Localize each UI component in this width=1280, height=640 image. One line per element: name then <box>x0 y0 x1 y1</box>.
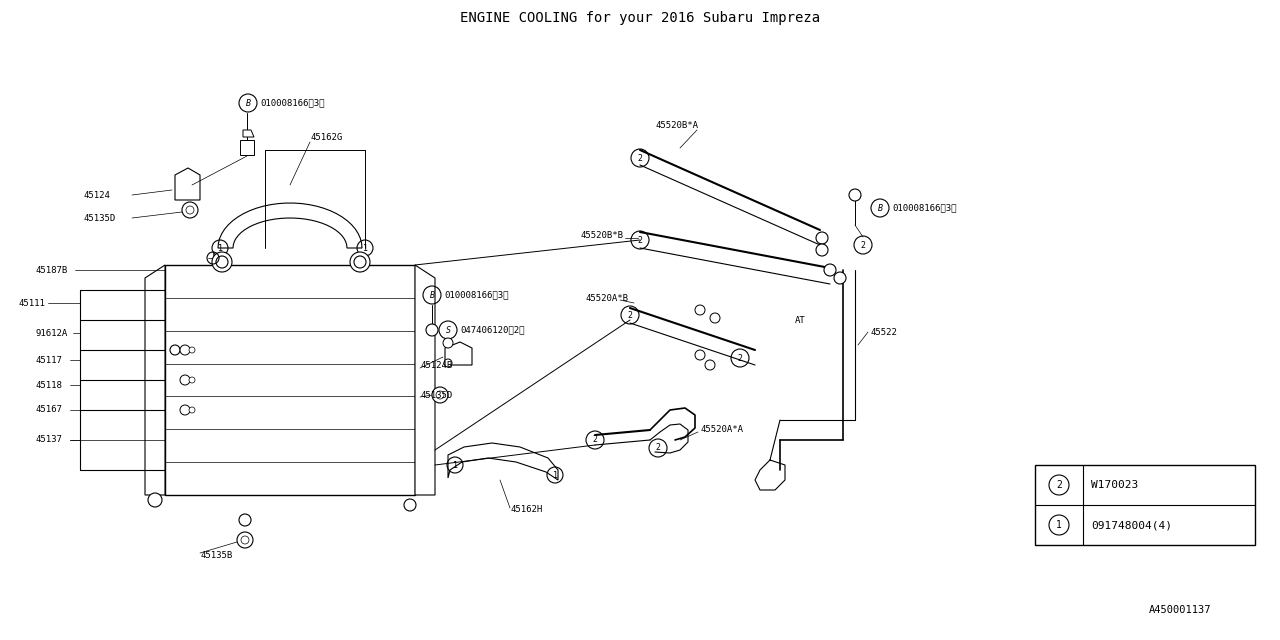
Text: 45522: 45522 <box>870 328 897 337</box>
Text: S: S <box>445 326 451 335</box>
Text: 45135D: 45135D <box>420 390 452 399</box>
Polygon shape <box>218 203 362 248</box>
Text: 45111: 45111 <box>18 298 45 307</box>
Text: 010008166（3）: 010008166（3） <box>260 99 325 108</box>
Text: 45135D: 45135D <box>83 214 115 223</box>
Text: B: B <box>878 204 882 212</box>
Polygon shape <box>175 168 200 200</box>
Text: 45118: 45118 <box>35 381 61 390</box>
Circle shape <box>710 313 721 323</box>
Circle shape <box>426 324 438 336</box>
Circle shape <box>180 405 189 415</box>
Circle shape <box>817 244 828 256</box>
Text: 2: 2 <box>860 241 865 250</box>
Text: AT: AT <box>795 316 805 324</box>
Text: 1: 1 <box>553 470 558 479</box>
Circle shape <box>355 256 366 268</box>
Text: 010008166（3）: 010008166（3） <box>444 291 508 300</box>
Circle shape <box>849 189 861 201</box>
Polygon shape <box>445 342 472 365</box>
Polygon shape <box>415 265 435 495</box>
Text: 2: 2 <box>1056 480 1062 490</box>
Text: 45167: 45167 <box>35 406 61 415</box>
Circle shape <box>824 264 836 276</box>
Circle shape <box>237 532 253 548</box>
Text: 45117: 45117 <box>35 355 61 365</box>
Text: 1: 1 <box>218 243 223 253</box>
Circle shape <box>443 338 453 348</box>
Circle shape <box>170 345 180 355</box>
Polygon shape <box>448 443 558 480</box>
Circle shape <box>186 206 195 214</box>
Circle shape <box>182 202 198 218</box>
Circle shape <box>404 499 416 511</box>
Text: 2: 2 <box>655 444 660 452</box>
Text: 091748004(4): 091748004(4) <box>1091 520 1172 530</box>
Text: 1: 1 <box>362 243 367 253</box>
Text: 45520A*B: 45520A*B <box>585 294 628 303</box>
Text: B: B <box>246 99 251 108</box>
Circle shape <box>835 272 846 284</box>
Text: 1: 1 <box>1056 520 1062 530</box>
Polygon shape <box>145 265 165 495</box>
Text: 45162G: 45162G <box>310 132 342 141</box>
Polygon shape <box>241 140 253 155</box>
Circle shape <box>189 407 195 413</box>
Text: 2: 2 <box>737 353 742 362</box>
Circle shape <box>705 360 716 370</box>
Text: 1: 1 <box>453 461 457 470</box>
Circle shape <box>189 377 195 383</box>
Circle shape <box>216 256 228 268</box>
Text: 047406120（2）: 047406120（2） <box>460 326 525 335</box>
Text: A450001137: A450001137 <box>1148 605 1211 615</box>
Text: 010008166（3）: 010008166（3） <box>892 204 956 212</box>
Circle shape <box>180 345 189 355</box>
Polygon shape <box>243 130 253 137</box>
Text: B: B <box>430 291 434 300</box>
Circle shape <box>433 387 448 403</box>
Text: 45124B: 45124B <box>420 360 452 369</box>
Text: 45187B: 45187B <box>35 266 68 275</box>
Text: 45520B*B: 45520B*B <box>580 230 623 239</box>
Circle shape <box>817 232 828 244</box>
Circle shape <box>212 252 232 272</box>
Text: 45520B*A: 45520B*A <box>655 120 698 129</box>
Text: W170023: W170023 <box>1091 480 1138 490</box>
Circle shape <box>349 252 370 272</box>
Text: 45124: 45124 <box>83 191 110 200</box>
Text: 2: 2 <box>593 435 598 445</box>
Circle shape <box>180 375 189 385</box>
Circle shape <box>444 359 452 367</box>
Text: 2: 2 <box>637 236 643 244</box>
Text: 2: 2 <box>627 310 632 319</box>
Circle shape <box>239 514 251 526</box>
Text: 45137: 45137 <box>35 435 61 445</box>
Circle shape <box>695 350 705 360</box>
Text: 45520A*A: 45520A*A <box>700 426 742 435</box>
Bar <box>1036 465 1254 545</box>
Text: ENGINE COOLING for your 2016 Subaru Impreza: ENGINE COOLING for your 2016 Subaru Impr… <box>460 11 820 25</box>
Text: 91612A: 91612A <box>35 328 68 337</box>
Circle shape <box>695 305 705 315</box>
Circle shape <box>189 347 195 353</box>
Circle shape <box>148 493 163 507</box>
Text: 45162H: 45162H <box>509 506 543 515</box>
Text: 2: 2 <box>637 154 643 163</box>
Text: 45135B: 45135B <box>200 550 232 559</box>
